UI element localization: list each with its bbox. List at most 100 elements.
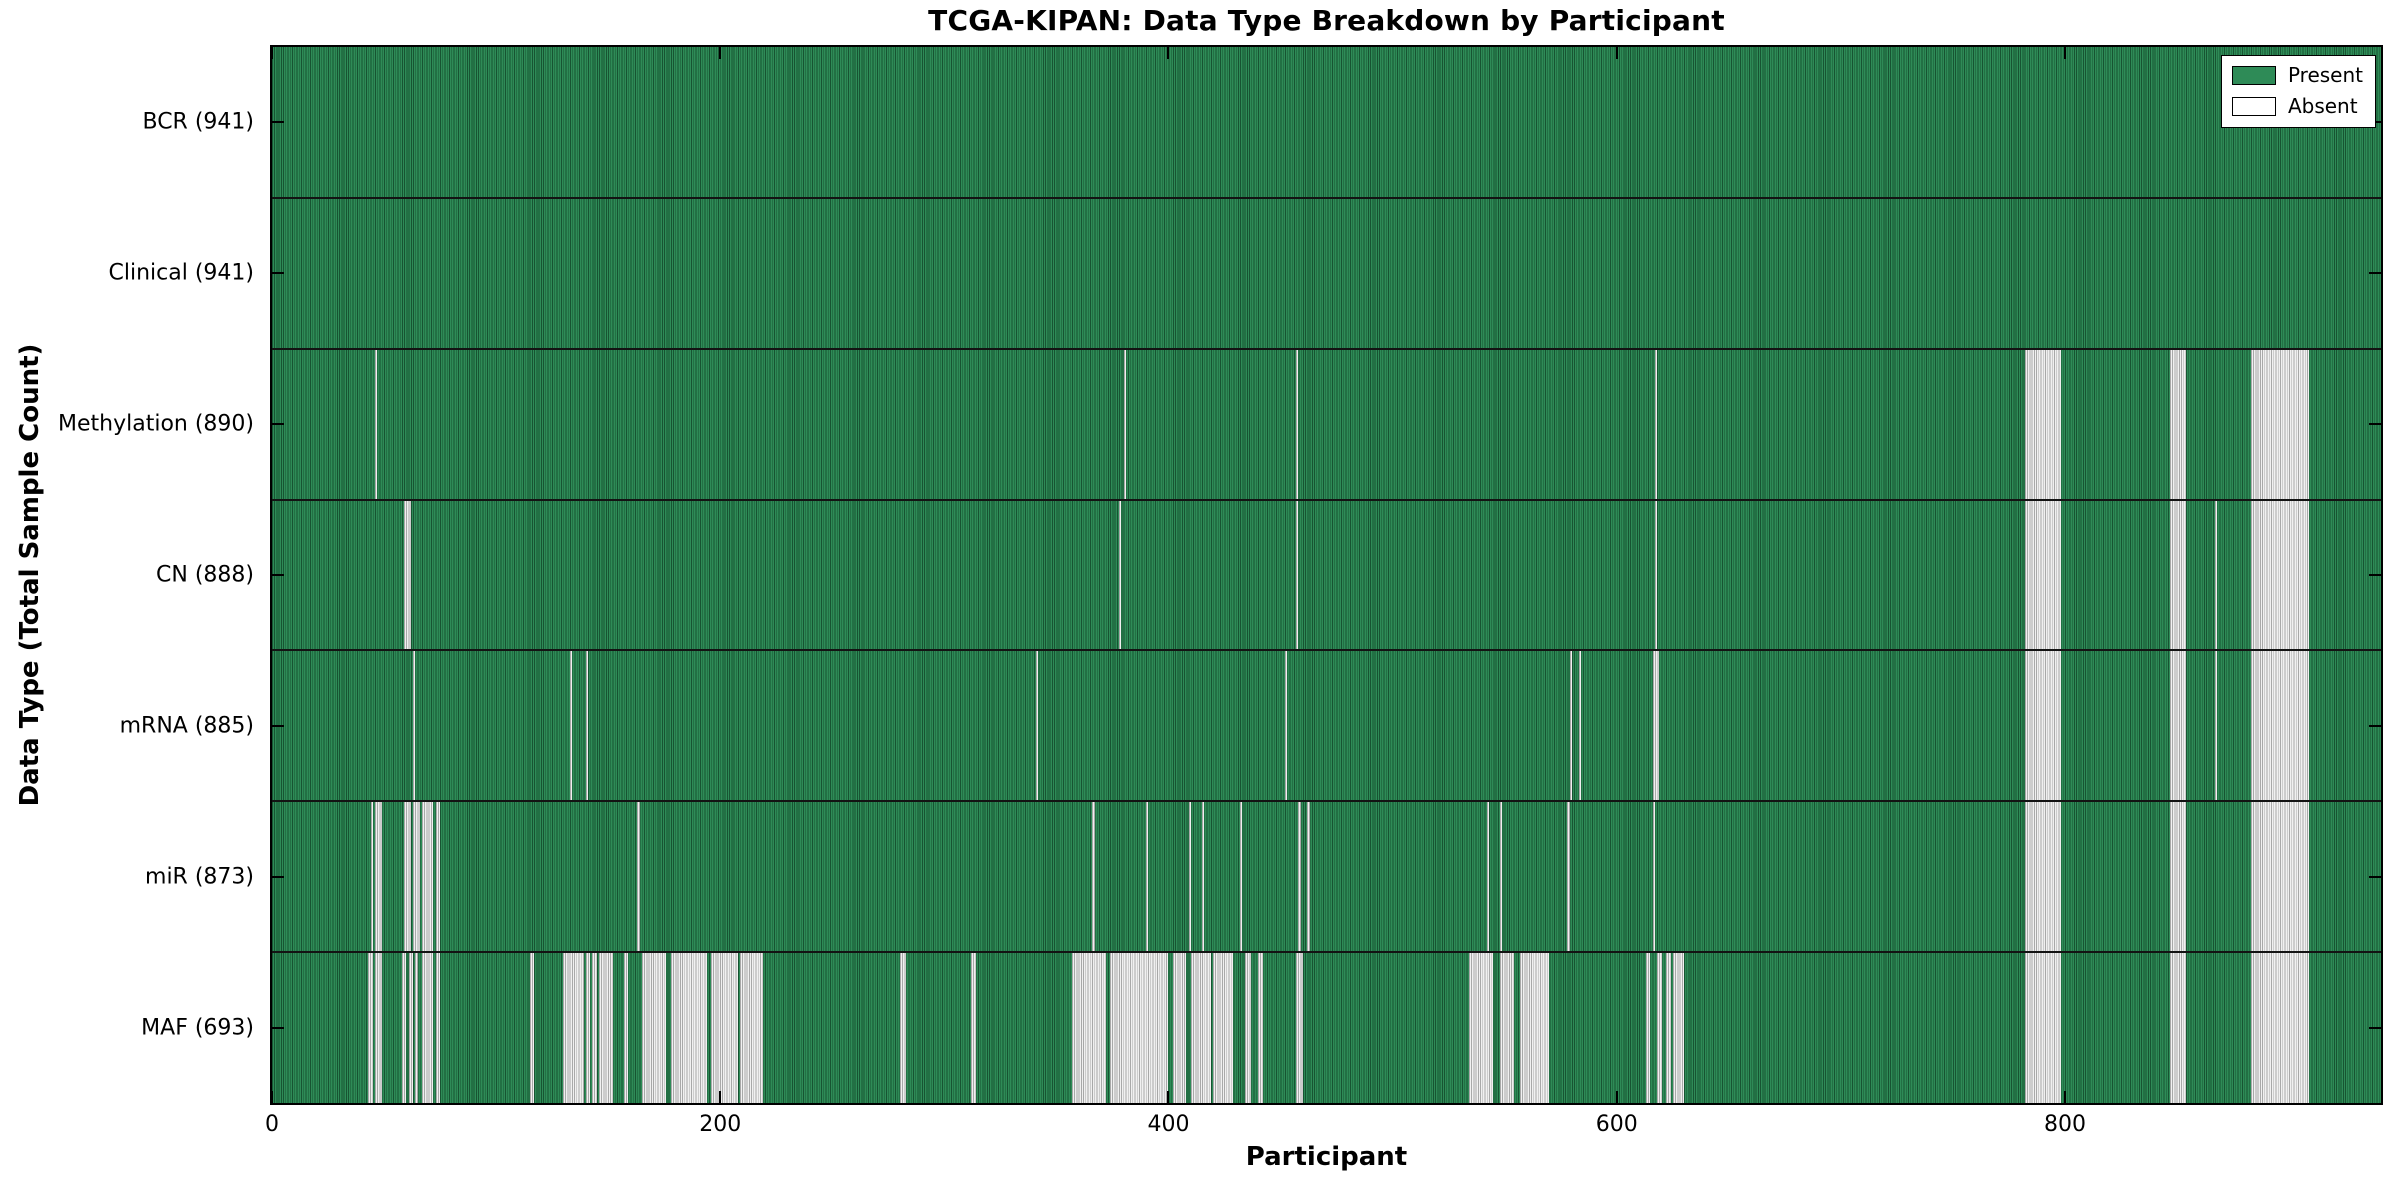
row-mrna [272,650,2381,802]
absent-stripe [1296,348,1299,500]
absent-stripe [2024,348,2061,500]
absent-stripe [563,952,584,1103]
absent-stripe [2215,499,2218,651]
absent-stripe [1578,650,1581,802]
x-tick-mark [1615,47,1618,59]
absent-stripe [1654,348,1658,500]
x-tick-label-600: 600 [1595,1112,1638,1137]
absent-stripe [435,801,441,953]
y-tick-mark [2369,423,2381,426]
legend-label-present: Present [2287,63,2363,87]
row-separator-line [272,498,2381,501]
absent-stripe [2251,499,2310,651]
absent-stripe [435,952,441,1103]
absent-stripe [585,952,591,1103]
absent-stripe [422,952,434,1103]
absent-stripe [1298,801,1301,953]
row-separator-line [272,347,2381,350]
absent-stripe [1657,952,1662,1103]
y-tick-mark [272,423,284,426]
absent-stripe [1092,801,1095,953]
y-tick-mark [2369,272,2381,275]
absent-stripe [1307,801,1310,953]
absent-stripe [570,650,573,802]
absent-stripe [1666,952,1671,1103]
x-tick-label-800: 800 [2043,1112,2086,1137]
row-cn [272,499,2381,651]
absent-stripe [1567,801,1570,953]
absent-stripe [711,952,739,1103]
absent-stripe [1486,801,1489,953]
absent-stripe [2170,499,2186,651]
absent-stripe [1285,650,1288,802]
x-tick-mark [719,47,722,59]
absent-stripe [422,801,434,953]
legend: Present Absent [2220,55,2376,128]
absent-stripe [2170,348,2186,500]
y-tick-label-methylation: Methylation (890) [58,411,254,437]
absent-stripe [1652,650,1660,802]
absent-stripe [1520,952,1550,1103]
absent-stripe [641,952,667,1103]
absent-stripe [1146,801,1149,953]
absent-stripe [1296,499,1299,651]
absent-stripe [670,952,707,1103]
absent-stripe [899,952,907,1103]
absent-stripe [1500,952,1514,1103]
y-tick-label-clinical: Clinical (941) [108,260,254,286]
y-tick-label-mrna: mRNA (885) [119,713,254,739]
absent-stripe [2251,650,2310,802]
absent-stripe [375,952,382,1103]
absent-stripe [1110,952,1169,1103]
legend-item-absent: Absent [2231,94,2363,118]
row-clinical [272,197,2381,349]
absent-stripe [529,952,535,1103]
y-tick-label-cn: CN (888) [156,562,254,588]
row-mir [272,801,2381,953]
absent-stripe [368,952,373,1103]
y-tick-mark [2369,1026,2381,1029]
absent-stripe [637,801,640,953]
absent-stripe [408,952,414,1103]
absent-stripe [1672,952,1684,1103]
y-tick-mark [272,875,284,878]
y-tick-mark [272,1026,284,1029]
row-bcr [272,47,2381,198]
absent-stripe [1240,801,1243,953]
chart-title: TCGA-KIPAN: Data Type Breakdown by Parti… [928,4,1725,37]
absent-stripe [1468,952,1494,1103]
row-separator-line [272,800,2381,803]
y-tick-mark [272,724,284,727]
absent-stripe [375,801,382,953]
absent-stripe [623,952,629,1103]
x-tick-mark [2063,1091,2066,1103]
absent-stripe [1123,348,1126,500]
absent-stripe [2170,952,2186,1103]
x-tick-mark [2063,47,2066,59]
absent-stripe [1569,650,1572,802]
absent-stripe [585,650,588,802]
absent-stripe [401,952,407,1103]
y-tick-mark [272,121,284,124]
legend-swatch-absent-icon [2231,96,2276,116]
absent-stripe [1188,801,1191,953]
absent-stripe [1213,952,1234,1103]
absent-stripe [2251,348,2310,500]
x-tick-mark [271,1091,273,1103]
absent-stripe [1244,952,1252,1103]
absent-stripe [2024,650,2061,802]
absent-stripe [2215,650,2218,802]
absent-stripe [404,801,411,953]
row-maf [272,952,2381,1103]
absent-stripe [1500,801,1503,953]
y-tick-label-bcr: BCR (941) [142,109,254,135]
row-separator-line [272,196,2381,199]
absent-stripe [2024,499,2061,651]
absent-stripe [1072,952,1106,1103]
absent-stripe [1258,952,1263,1103]
absent-stripe [375,348,378,500]
legend-label-absent: Absent [2287,94,2358,118]
x-tick-label-400: 400 [1147,1112,1190,1137]
absent-stripe [1652,801,1655,953]
x-tick-label-0: 0 [265,1112,279,1137]
